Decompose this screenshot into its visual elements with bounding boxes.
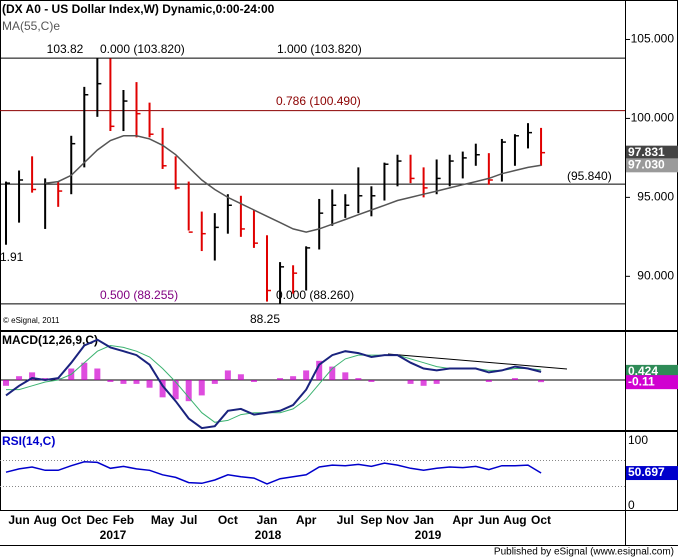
histogram-bar	[185, 380, 192, 402]
chart-title: (DX A0 - US Dollar Index,W) Dynamic,0:00…	[2, 2, 275, 16]
histogram-bar	[250, 380, 257, 382]
y-tick-label: 90.000	[637, 268, 674, 282]
histogram-bar	[303, 370, 310, 381]
rsi-panel	[0, 431, 678, 511]
histogram-bar	[133, 380, 140, 384]
histogram-bar	[329, 366, 336, 381]
x-tick-label: Oct	[61, 513, 81, 527]
x-tick-label: Jan	[257, 513, 278, 527]
histogram-bar	[224, 370, 231, 381]
year-label: 2018	[255, 528, 282, 542]
copyright: © eSignal, 2011	[3, 316, 60, 325]
moving-average	[45, 135, 542, 233]
x-tick-label: Jun	[478, 513, 499, 527]
x-tick-label: Feb	[113, 513, 134, 527]
histogram-bar	[16, 376, 23, 381]
histogram-bar	[29, 372, 36, 381]
annotation: 0.000 (88.260)	[276, 288, 354, 302]
x-tick-label: Apr	[452, 513, 473, 527]
macd-panel	[0, 331, 678, 431]
histogram-bar	[407, 380, 414, 384]
annotation: (95.840)	[567, 169, 612, 183]
y-tick-label: 105.000	[631, 32, 675, 46]
histogram-bar	[538, 380, 545, 383]
year-label: 2019	[415, 528, 442, 542]
x-tick-label: Aug	[33, 513, 56, 527]
histogram-bar	[277, 378, 284, 381]
y-tick-label: 95.000	[637, 190, 674, 204]
x-tick-label: May	[151, 513, 175, 527]
histogram-bar	[81, 362, 88, 381]
x-tick-label: Apr	[296, 513, 317, 527]
histogram-bar	[172, 380, 179, 400]
x-tick-label: Dec	[86, 513, 108, 527]
x-tick-label: Jan	[413, 513, 434, 527]
y-tick-label: 0	[628, 498, 635, 512]
year-label: 2017	[100, 528, 127, 542]
legend-entry: MA(55,C)e	[2, 19, 60, 33]
x-tick-label: Jun	[8, 513, 29, 527]
histogram-bar	[342, 372, 349, 381]
macd-line	[5, 338, 542, 430]
histogram-bar	[433, 380, 440, 384]
annotation: 1.91	[0, 250, 24, 264]
histogram-bar	[120, 380, 127, 384]
footer: Published by eSignal (www.esignal.com)	[494, 547, 674, 558]
value-tag-box	[626, 158, 678, 173]
x-tick-label: Jul	[180, 513, 197, 527]
histogram-bar	[237, 374, 244, 381]
value-tag: 50.697	[628, 465, 665, 479]
annotation: 0.000 (103.820)	[100, 42, 185, 56]
value-tag-box	[626, 466, 678, 481]
histogram-bar	[211, 380, 218, 384]
x-tick-label: Oct	[531, 513, 551, 527]
value-tag: -0.11	[628, 374, 655, 388]
y-tick-label: 100	[628, 433, 648, 447]
histogram-bar	[107, 380, 114, 382]
annotation: 0.786 (100.490)	[276, 94, 361, 108]
histogram-bar	[316, 360, 323, 381]
y-tick-label: 100.000	[631, 111, 675, 125]
histogram-bar	[94, 368, 101, 381]
histogram-bar	[485, 380, 492, 382]
macd-title: MACD(12,26,9,C)	[2, 333, 98, 347]
histogram-bar	[420, 380, 427, 386]
histogram-bar	[3, 380, 9, 386]
trend-line	[387, 353, 568, 370]
rsi-title: RSI(14,C)	[2, 434, 55, 448]
annotation: 103.82	[47, 42, 84, 56]
histogram-bar	[355, 378, 362, 381]
histogram-bar	[511, 378, 518, 381]
x-tick-label: Sep	[360, 513, 382, 527]
histogram-bar	[368, 380, 375, 382]
rsi-line	[5, 461, 542, 485]
x-tick-label: Aug	[503, 513, 526, 527]
histogram-bar	[159, 380, 166, 398]
histogram-bar	[198, 380, 205, 396]
value-tag: 0.424	[628, 364, 658, 378]
x-tick-label: Nov	[386, 513, 409, 527]
x-tick-label: Oct	[218, 513, 238, 527]
annotation: 88.25	[250, 312, 280, 326]
histogram-bar	[146, 380, 153, 388]
annotation: 1.000 (103.820)	[277, 42, 362, 56]
histogram-bar	[290, 376, 297, 381]
x-tick-label: Jul	[337, 513, 354, 527]
value-tag-box	[626, 145, 678, 160]
annotation: 0.500 (88.255)	[100, 288, 178, 302]
value-tag-box	[626, 375, 678, 390]
value-tag: 97.030	[628, 157, 665, 171]
value-tag: 97.831	[628, 145, 665, 159]
